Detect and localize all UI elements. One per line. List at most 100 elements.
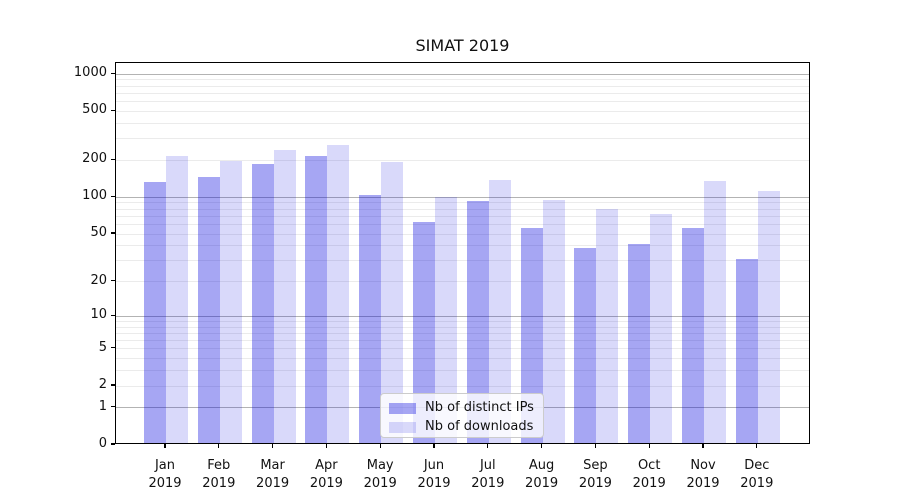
x-tick-mark <box>648 444 650 448</box>
x-tick-label: Apr 2019 <box>309 458 343 491</box>
x-tick-label: Dec 2019 <box>740 458 774 491</box>
gridline-minor <box>116 122 809 124</box>
bar-nb-of-downloads <box>327 145 350 443</box>
x-tick-label: Sep 2019 <box>578 458 612 491</box>
bar-nb-of-downloads <box>219 160 242 443</box>
bar-nb-of-downloads <box>650 214 673 443</box>
gridline-minor <box>116 85 809 87</box>
x-tick-label: Oct 2019 <box>632 458 666 491</box>
bar-nb-of-distinct-ips <box>466 200 489 443</box>
y-tick-mark <box>111 195 115 197</box>
x-tick-mark <box>164 444 166 448</box>
bar-nb-of-downloads <box>704 181 726 443</box>
gridline-minor <box>116 281 809 283</box>
y-tick-mark <box>111 280 115 282</box>
bar-nb-of-downloads <box>488 179 511 443</box>
x-tick-mark <box>218 444 220 448</box>
bar-nb-of-downloads <box>435 196 457 443</box>
x-tick-label: Jan 2019 <box>148 458 182 491</box>
x-tick-label: Mar 2019 <box>256 458 290 491</box>
x-tick-label: May 2019 <box>363 458 397 491</box>
legend-entry-downloads: Nb of downloads <box>389 419 543 435</box>
y-tick-mark <box>111 158 115 161</box>
bar-nb-of-distinct-ips <box>682 227 704 443</box>
bar-nb-of-distinct-ips <box>305 156 328 443</box>
gridline-minor <box>116 233 809 235</box>
bar-nb-of-distinct-ips <box>628 243 651 443</box>
y-tick-mark <box>111 384 115 386</box>
bar-nb-of-downloads <box>757 190 780 443</box>
y-tick-label: 10 <box>90 307 107 323</box>
gridline-minor <box>116 385 809 387</box>
x-tick-mark <box>272 444 274 448</box>
legend-swatch-distinct-ips <box>389 402 416 414</box>
gridline-minor <box>116 370 809 372</box>
bar-nb-of-distinct-ips <box>735 258 758 443</box>
gridline-major <box>116 73 809 75</box>
gridline-minor <box>116 110 809 112</box>
gridline-minor <box>116 332 809 334</box>
x-tick-mark <box>433 444 435 448</box>
legend-entry-distinct-ips: Nb of distinct IPs <box>389 400 543 416</box>
gridline-minor <box>116 138 809 140</box>
y-tick-label: 50 <box>90 225 107 241</box>
bar-nb-of-distinct-ips <box>574 247 597 443</box>
bar-nb-of-downloads <box>542 199 565 443</box>
legend: Nb of distinct IPs Nb of downloads <box>380 393 544 438</box>
y-tick-mark <box>111 232 115 234</box>
x-tick-label: Jul 2019 <box>471 458 505 491</box>
x-tick-mark <box>756 444 758 448</box>
x-tick-label: Aug 2019 <box>525 458 559 491</box>
y-tick-label: 500 <box>82 102 107 118</box>
gridline-minor <box>116 92 809 94</box>
x-tick-mark <box>487 444 489 448</box>
legend-swatch-downloads <box>389 421 416 433</box>
x-tick-label: Feb 2019 <box>202 458 236 491</box>
y-tick-label: 0 <box>98 436 107 451</box>
bar-nb-of-distinct-ips <box>197 176 220 443</box>
bar-nb-of-distinct-ips <box>520 227 543 443</box>
y-tick-label: 1 <box>98 398 107 414</box>
bar-nb-of-downloads <box>273 150 296 443</box>
gridline-minor <box>116 79 809 81</box>
gridline-minor <box>116 260 809 262</box>
chart-title: SIMAT 2019 <box>415 36 510 55</box>
x-tick-mark <box>594 444 596 448</box>
y-tick-label: 100 <box>82 188 107 204</box>
gridline-minor <box>116 340 809 342</box>
legend-label-distinct-ips: Nb of distinct IPs <box>425 400 534 415</box>
plot-area: Nb of distinct IPs Nb of downloads <box>115 62 810 444</box>
gridline-minor <box>116 358 809 360</box>
x-tick-mark <box>379 444 381 448</box>
x-tick-mark <box>541 444 543 448</box>
gridline-major <box>116 315 809 317</box>
gridline-minor <box>116 208 809 210</box>
x-tick-label: Jun 2019 <box>417 458 451 491</box>
y-tick-label: 20 <box>90 272 107 288</box>
bar-nb-of-downloads <box>166 155 188 443</box>
bar-nb-of-downloads <box>381 161 404 443</box>
gridline-minor <box>116 245 809 247</box>
gridline-minor <box>116 159 809 161</box>
y-tick-mark <box>111 314 115 316</box>
gridline-minor <box>116 101 809 103</box>
x-tick-mark <box>702 444 704 448</box>
gridline-minor <box>116 320 809 322</box>
y-tick-label: 2 <box>98 377 107 393</box>
y-tick-mark <box>111 109 115 112</box>
gridline-minor <box>116 202 809 204</box>
bar-nb-of-distinct-ips <box>144 182 166 443</box>
y-tick-mark <box>111 72 115 74</box>
y-tick-label: 5 <box>98 339 107 355</box>
bar-nb-of-distinct-ips <box>413 221 435 443</box>
gridline-minor <box>116 215 809 217</box>
bar-nb-of-distinct-ips <box>251 164 274 443</box>
gridline-minor <box>116 223 809 225</box>
y-tick-mark <box>111 443 115 445</box>
gridline-major <box>116 196 809 198</box>
y-tick-mark <box>111 406 115 408</box>
x-tick-mark <box>325 444 327 448</box>
y-tick-label: 200 <box>82 151 107 167</box>
x-tick-label: Nov 2019 <box>686 458 720 491</box>
